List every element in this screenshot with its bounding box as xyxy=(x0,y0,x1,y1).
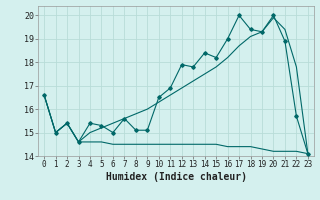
X-axis label: Humidex (Indice chaleur): Humidex (Indice chaleur) xyxy=(106,172,246,182)
